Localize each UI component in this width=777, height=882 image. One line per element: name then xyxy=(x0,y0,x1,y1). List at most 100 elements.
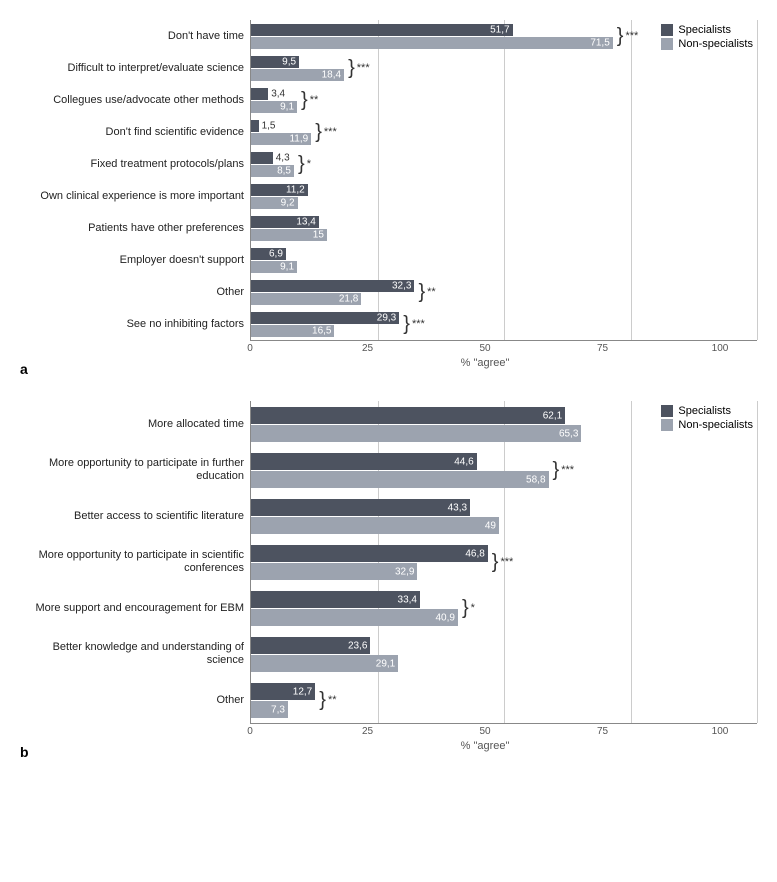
significance-stars: ** xyxy=(427,286,436,298)
bar-group: 11,29,2 xyxy=(251,183,757,209)
bar-value: 11,9 xyxy=(289,134,308,145)
brace-icon: } xyxy=(492,554,499,570)
bar-rect xyxy=(251,280,414,292)
bar-rect xyxy=(251,591,420,608)
panel-label: b xyxy=(20,744,29,760)
bar-value: 46,8 xyxy=(465,548,484,559)
chart-wrap: More allocated timeMore opportunity to p… xyxy=(20,401,757,724)
bar-rect xyxy=(251,563,417,580)
bar-value: 44,6 xyxy=(454,456,473,467)
bar-value: 1,5 xyxy=(262,121,276,132)
non-specialists-bar: 21,8 xyxy=(251,293,361,305)
specialists-bar: 33,4 xyxy=(251,591,420,608)
x-tick: 100 xyxy=(712,726,729,737)
bar-group: 32,3 21,8 }** xyxy=(251,279,757,305)
bar-value: 40,9 xyxy=(435,612,454,623)
legend-swatch xyxy=(661,405,673,417)
plot-area: 51,771,5}***9,518,4}***3,49,1}**1,511,9}… xyxy=(250,20,757,341)
non-specialists-bar: 58,8 xyxy=(251,471,549,488)
legend: SpecialistsNon-specialists xyxy=(661,405,753,433)
bar-value: 32,9 xyxy=(395,566,414,577)
legend-swatch xyxy=(661,38,673,50)
bar-rect xyxy=(251,37,613,49)
non-specialists-bar: 9,2 xyxy=(251,197,298,209)
gridline xyxy=(757,401,758,723)
non-specialists-bar: 7,3 xyxy=(251,701,288,718)
specialists-bar: 1,5 xyxy=(251,120,259,132)
x-axis: 0255075100% "agree" xyxy=(250,724,720,754)
category-label: Better knowledge and understanding of sc… xyxy=(20,631,250,677)
non-specialists-bar: 40,9 xyxy=(251,609,458,626)
non-specialists-bar: 9,1 xyxy=(251,101,297,113)
category-label: Other xyxy=(20,276,250,308)
bar-value: 65,3 xyxy=(559,428,578,439)
bar-group: 4,38,5}* xyxy=(251,151,757,177)
bar-rect xyxy=(251,609,458,626)
specialists-bar: 9,5 xyxy=(251,56,299,68)
x-tick: 75 xyxy=(597,726,608,737)
bar-rect xyxy=(251,24,513,36)
brace-icon: } xyxy=(315,124,322,140)
non-specialists-bar: 11,9 xyxy=(251,133,311,145)
chart-panel-a: Don't have timeDifficult to interpret/ev… xyxy=(20,20,757,371)
legend-swatch xyxy=(661,24,673,36)
brace-icon: } xyxy=(348,60,355,76)
specialists-bar: 32,3 xyxy=(251,280,414,292)
bar-value: 21,8 xyxy=(339,294,358,305)
specialists-bar: 46,8 xyxy=(251,545,488,562)
significance-stars: * xyxy=(307,158,311,170)
category-label: Patients have other preferences xyxy=(20,212,250,244)
significance-stars: *** xyxy=(500,556,513,568)
bar-value: 32,3 xyxy=(392,281,411,292)
significance-marker: }** xyxy=(418,279,435,305)
bar-group: 6,99,1 xyxy=(251,247,757,273)
significance-marker: }*** xyxy=(315,119,337,145)
category-label: Collegues use/advocate other methods xyxy=(20,84,250,116)
category-label: Own clinical experience is more importan… xyxy=(20,180,250,212)
bar-value: 71,5 xyxy=(590,38,609,49)
non-specialists-bar: 32,9 xyxy=(251,563,417,580)
legend-item-non_specialists: Non-specialists xyxy=(661,38,753,50)
specialists-bar: 62,1 xyxy=(251,407,565,424)
bar-rect xyxy=(251,499,470,516)
significance-marker: }* xyxy=(298,151,311,177)
brace-icon: } xyxy=(462,600,469,616)
non-specialists-bar: 65,3 xyxy=(251,425,581,442)
bar-value: 51,7 xyxy=(490,25,509,36)
x-tick: 100 xyxy=(712,343,729,354)
significance-marker: }** xyxy=(301,87,318,113)
specialists-bar: 29,3 xyxy=(251,312,399,324)
brace-icon: } xyxy=(301,92,308,108)
specialists-bar: 23,6 xyxy=(251,637,370,654)
significance-stars: ** xyxy=(310,94,319,106)
bar-group: 43,349 xyxy=(251,498,757,534)
category-label: Employer doesn't support xyxy=(20,244,250,276)
x-tick: 25 xyxy=(362,343,373,354)
legend-label: Non-specialists xyxy=(678,38,753,50)
significance-marker: }*** xyxy=(492,544,514,580)
specialists-bar: 6,9 xyxy=(251,248,286,260)
bar-value: 9,1 xyxy=(280,102,294,113)
bar-group: 9,518,4}*** xyxy=(251,55,757,81)
bar-value: 11,2 xyxy=(286,185,305,196)
bar-value: 12,7 xyxy=(293,686,312,697)
category-labels: Don't have timeDifficult to interpret/ev… xyxy=(20,20,250,341)
brace-icon: } xyxy=(553,462,560,478)
bar-rect xyxy=(251,120,259,132)
bar-value: 9,1 xyxy=(280,262,294,273)
bar-value: 13,4 xyxy=(296,217,315,228)
bar-rect xyxy=(251,407,565,424)
specialists-bar: 13,4 xyxy=(251,216,319,228)
significance-marker: }*** xyxy=(553,452,575,488)
specialists-bar: 12,7 xyxy=(251,683,315,700)
x-tick: 50 xyxy=(479,343,490,354)
category-label: Other xyxy=(20,677,250,723)
bar-value: 33,4 xyxy=(398,594,417,605)
legend-label: Non-specialists xyxy=(678,419,753,431)
specialists-bar: 4,3 xyxy=(251,152,273,164)
x-tick: 75 xyxy=(597,343,608,354)
non-specialists-bar: 29,1 xyxy=(251,655,398,672)
bar-group: 12,77,3}** xyxy=(251,682,757,718)
significance-stars: * xyxy=(471,602,475,614)
significance-stars: *** xyxy=(561,464,574,476)
